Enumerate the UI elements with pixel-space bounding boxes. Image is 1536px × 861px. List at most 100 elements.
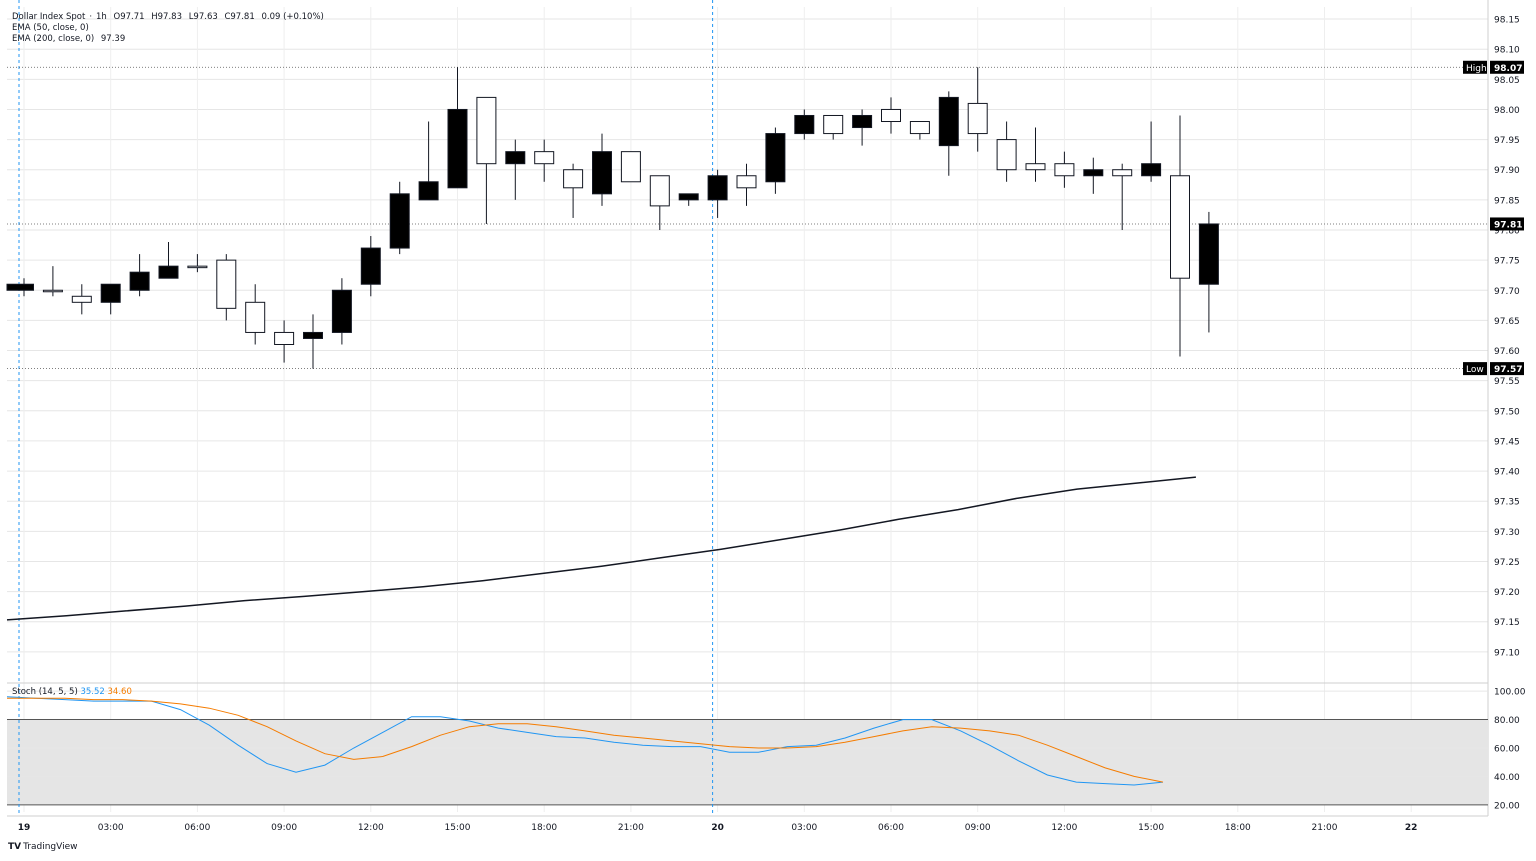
candle-body xyxy=(331,289,352,333)
high-tag-label: High xyxy=(1466,64,1487,74)
price-tick-label: 97.20 xyxy=(1494,588,1520,598)
candle-body xyxy=(1025,163,1046,171)
candle-body xyxy=(707,175,728,201)
ema200-value: 97.39 xyxy=(100,34,126,44)
price-tick-label: 97.85 xyxy=(1494,196,1520,206)
candle-body xyxy=(967,102,988,135)
stoch-d-value: 34.60 xyxy=(107,687,132,697)
candle-body xyxy=(1198,223,1219,285)
candle-body xyxy=(476,96,497,165)
time-tick-label: 06:00 xyxy=(878,823,904,833)
candle-body xyxy=(245,301,266,333)
price-tick-label: 97.50 xyxy=(1494,407,1520,417)
candle-body xyxy=(620,151,641,183)
stoch-tick-label: 80.00 xyxy=(1494,716,1520,726)
ema200-legend: EMA (200, close, 0) 97.39 xyxy=(12,34,129,44)
candle-body xyxy=(6,283,34,291)
price-tick-label: 97.90 xyxy=(1494,166,1520,176)
time-tick-label: 21:00 xyxy=(618,823,644,833)
stoch-tick-label: 100.00 xyxy=(1494,688,1526,698)
ema50-legend: EMA (50, close, 0) xyxy=(12,23,93,33)
price-tick-label: 98.10 xyxy=(1494,46,1520,56)
time-tick-label: 19 xyxy=(18,823,31,833)
candle-body xyxy=(1170,175,1190,279)
stoch-tick-label: 20.00 xyxy=(1494,801,1520,811)
candle-body xyxy=(765,133,786,183)
candle-body xyxy=(360,247,381,285)
time-tick-label: 22 xyxy=(1405,823,1418,833)
stoch-d-line xyxy=(7,697,1164,783)
tradingview-brand: TradingView xyxy=(23,842,78,852)
low-tag-label: Low xyxy=(1466,365,1484,375)
candle-body xyxy=(736,175,757,189)
candle-body xyxy=(678,193,699,201)
symbol-legend: Dollar Index Spot · 1h O97.71 H97.83 L97.6… xyxy=(12,12,324,22)
candle-body xyxy=(187,265,208,269)
candle-body xyxy=(996,139,1017,171)
low-value-box xyxy=(1490,362,1524,376)
high-tag xyxy=(1463,60,1487,74)
time-tick-label: 18:00 xyxy=(531,823,557,833)
time-tick-label: 21:00 xyxy=(1312,823,1338,833)
candle-body xyxy=(216,259,237,309)
price-tick-label: 97.25 xyxy=(1494,558,1520,568)
candle-body xyxy=(42,289,63,293)
price-tick-label: 97.75 xyxy=(1494,257,1520,267)
stoch-legend: Stoch (14, 5, 5) 35.52 34.60 xyxy=(12,687,132,697)
high-value-box xyxy=(1490,60,1524,74)
ema200-line xyxy=(6,476,1196,621)
candle-body xyxy=(649,175,670,207)
price-tick-label: 98.15 xyxy=(1494,16,1520,26)
time-tick-label: 20 xyxy=(711,823,724,833)
price-tick-label: 97.45 xyxy=(1494,437,1520,447)
candle-body xyxy=(129,271,150,291)
price-tick-label: 97.40 xyxy=(1494,468,1520,478)
ema50-label: EMA (50, close, 0) xyxy=(12,23,89,33)
time-tick-label: 12:00 xyxy=(1051,823,1077,833)
price-tick-label: 97.80 xyxy=(1494,226,1520,236)
price-tick-label: 97.65 xyxy=(1494,317,1520,327)
candle-body xyxy=(274,331,295,346)
candle-body xyxy=(852,114,873,129)
time-tick-label: 06:00 xyxy=(184,823,210,833)
stoch-k-value: 35.52 xyxy=(80,687,105,697)
stoch-band xyxy=(7,719,1488,805)
time-tick-label: 09:00 xyxy=(271,823,297,833)
candle-body xyxy=(563,169,584,189)
price-tick-label: 97.95 xyxy=(1494,136,1520,146)
time-tick-label: 03:00 xyxy=(791,823,817,833)
time-tick-label: 18:00 xyxy=(1225,823,1251,833)
candle-body xyxy=(389,193,410,249)
candle-body xyxy=(823,114,844,135)
ohlc-change: 0.09 (+0.10%) xyxy=(261,12,324,22)
stoch-tick-label: 40.00 xyxy=(1494,773,1520,783)
tradingview-logo[interactable]: TV TradingView xyxy=(8,842,78,852)
candle-body xyxy=(938,96,959,147)
candle-body xyxy=(1141,163,1162,177)
time-tick-label: 15:00 xyxy=(1138,823,1164,833)
price-tick-label: 97.60 xyxy=(1494,347,1520,357)
candle-body xyxy=(794,114,815,135)
candle-body xyxy=(418,181,439,201)
price-tick-label: 98.05 xyxy=(1494,76,1520,86)
tradingview-mark-icon: TV xyxy=(8,842,22,852)
symbol-name: Dollar Index Spot xyxy=(12,12,86,22)
ohlc-open: O97.71 xyxy=(113,12,145,22)
stoch-label: Stoch (14, 5, 5) xyxy=(12,687,78,697)
price-tick-label: 97.30 xyxy=(1494,528,1520,538)
stoch-k-line xyxy=(6,696,1164,786)
candle-body xyxy=(1054,163,1075,177)
stoch-tick-label: 60.00 xyxy=(1494,745,1520,755)
price-tick-label: 98.00 xyxy=(1494,106,1520,116)
candle-body xyxy=(71,295,92,303)
candle-body xyxy=(158,265,179,279)
candle-body xyxy=(505,151,526,165)
candle-body xyxy=(447,108,468,189)
ohlc-low: L97.63 xyxy=(188,12,218,22)
candle-body xyxy=(592,151,612,195)
candle-body xyxy=(1083,169,1104,177)
price-tick-label: 97.10 xyxy=(1494,648,1520,658)
high-value-label: 98.07 xyxy=(1494,64,1522,74)
price-tick-label: 97.15 xyxy=(1494,618,1520,628)
